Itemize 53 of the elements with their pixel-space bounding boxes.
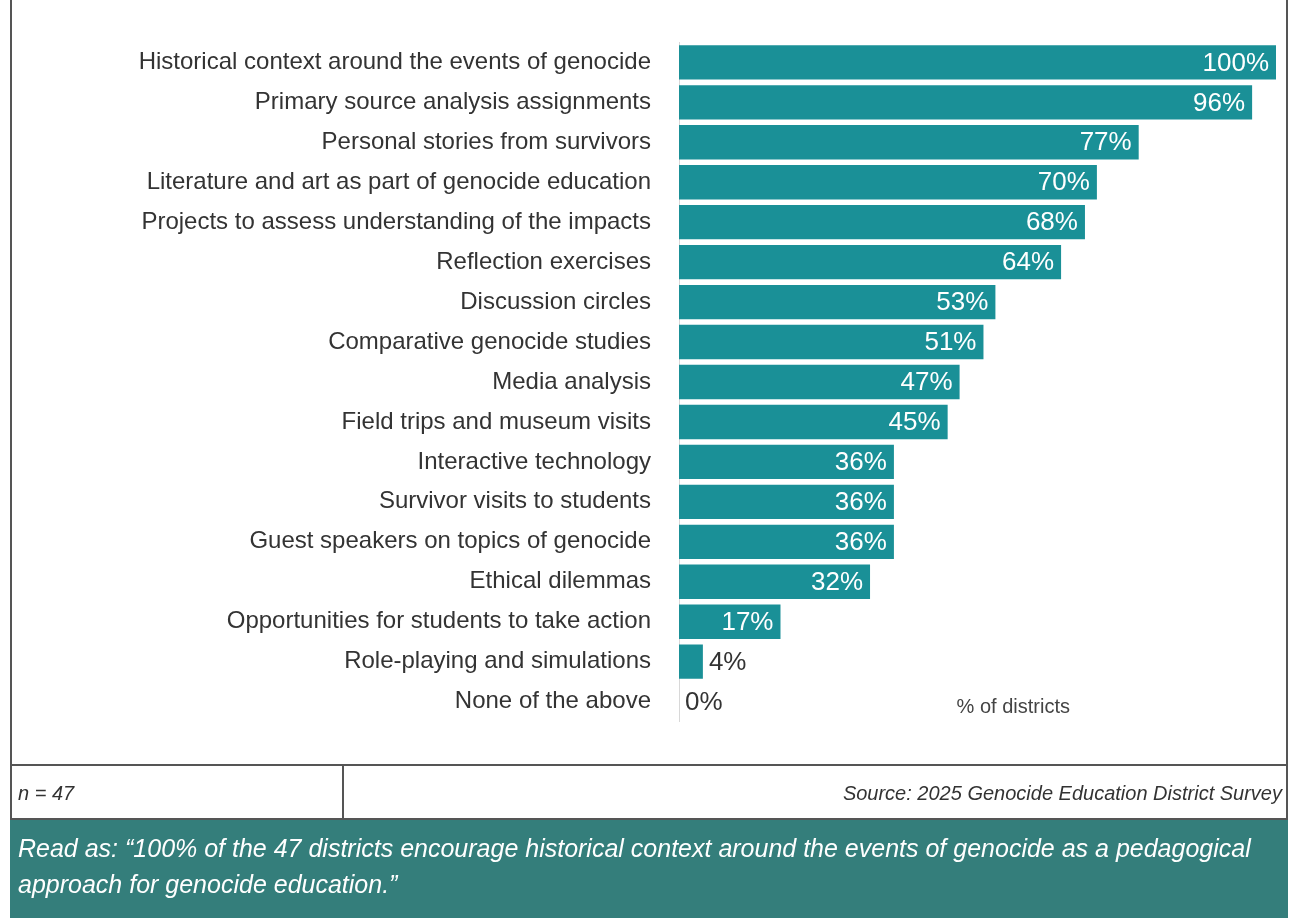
- y-tick-label: Comparative genocide studies: [328, 326, 651, 354]
- data-label: 77%: [1079, 126, 1132, 157]
- data-label: 100%: [1202, 46, 1269, 77]
- y-tick-label: Projects to assess understanding of the impacts: [141, 206, 651, 234]
- data-label: 32%: [810, 565, 864, 596]
- bar: [679, 324, 984, 360]
- data-label: 36%: [834, 525, 887, 556]
- bar: [679, 564, 871, 599]
- data-label: 4%: [708, 645, 747, 676]
- data-label: 70%: [1037, 166, 1090, 197]
- bar: [679, 484, 894, 520]
- bar: [679, 45, 1276, 80]
- bar: [679, 404, 948, 440]
- data-label: 36%: [834, 446, 887, 477]
- bar: [679, 644, 703, 679]
- data-label: 96%: [1193, 86, 1246, 117]
- y-tick-label: Role-playing and simulations: [344, 646, 651, 674]
- y-tick-label: Ethical dilemmas: [469, 566, 651, 594]
- y-tick-label: Reflection exercises: [436, 246, 651, 274]
- bar: [679, 244, 1062, 280]
- bar: [679, 444, 894, 480]
- bar: [679, 165, 1097, 200]
- text: n = 47: [12, 766, 344, 818]
- data-label: 36%: [834, 486, 887, 517]
- y-tick-label: Guest speakers on topics of genocide: [249, 526, 651, 554]
- source-note: Source: 2025 Genocide Education District Survey: [841, 781, 1284, 806]
- x-axis-title: % of districts: [956, 695, 1070, 718]
- y-tick-label: Personal stories from survivors: [321, 126, 651, 154]
- bar: [679, 205, 1085, 240]
- bar: [679, 125, 1139, 160]
- data-label: 51%: [924, 326, 977, 357]
- data-label: 68%: [1025, 206, 1078, 237]
- y-tick-label: Literature and art as part of genocide education: [146, 166, 651, 194]
- data-label: 0%: [685, 685, 723, 716]
- bar: [679, 85, 1253, 120]
- y-tick-label: Discussion circles: [460, 286, 651, 314]
- y-tick-label: Field trips and museum visits: [341, 406, 651, 434]
- bar: [679, 284, 996, 320]
- y-tick-label: Media analysis: [492, 366, 651, 394]
- y-tick-label: Primary source analysis assignments: [254, 86, 651, 114]
- data-label: 64%: [1002, 246, 1055, 277]
- bar: [679, 524, 894, 559]
- bar: [679, 364, 960, 400]
- data-label: 17%: [721, 605, 774, 636]
- data-label: 47%: [900, 366, 953, 397]
- data-label: 53%: [936, 286, 989, 317]
- y-tick-label: Survivor visits to students: [378, 486, 651, 514]
- y-tick-label: Opportunities for students to take action: [226, 606, 651, 634]
- y-tick-label: None of the above: [454, 686, 651, 714]
- text: Read as: “100% of the 47 districts encourage historical context around the events of genocide as a pedagogical approach for genocide education.”: [10, 820, 1288, 918]
- y-tick-label: Historical context around the events of genocide: [138, 47, 651, 74]
- y-tick-label: Interactive technology: [417, 446, 651, 474]
- data-label: 45%: [888, 406, 941, 437]
